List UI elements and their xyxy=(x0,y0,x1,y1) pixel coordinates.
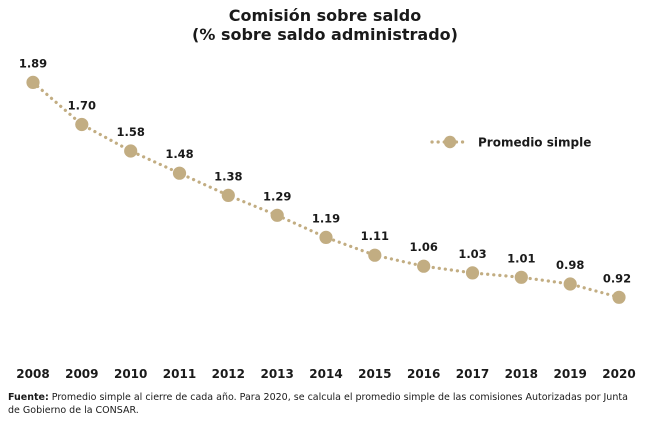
data-point-2008 xyxy=(26,75,40,89)
x-tick-label-2014: 2014 xyxy=(309,367,342,381)
legend-label-promedio-simple: Promedio simple xyxy=(478,136,591,150)
x-tick-label-2018: 2018 xyxy=(505,367,538,381)
x-tick-label-2015: 2015 xyxy=(358,367,391,381)
data-label-2018: 1.01 xyxy=(507,251,535,265)
x-tick-label-2011: 2011 xyxy=(163,367,196,381)
data-label-2019: 0.98 xyxy=(556,258,584,272)
source-note: Fuente: Promedio simple al cierre de cad… xyxy=(8,392,638,417)
x-tick-label-2010: 2010 xyxy=(114,367,147,381)
x-tick-label-2016: 2016 xyxy=(407,367,440,381)
x-tick-label-2012: 2012 xyxy=(212,367,245,381)
chart-title-line: Comisión sobre saldo xyxy=(228,6,422,25)
data-point-2012 xyxy=(221,188,235,202)
data-point-2016 xyxy=(417,259,431,273)
data-point-2014 xyxy=(319,230,333,244)
x-tick-label-2020: 2020 xyxy=(602,367,635,381)
chart-subtitle-line: (% sobre saldo administrado) xyxy=(192,25,458,44)
x-axis-ticks: 2008 2009 2010 2011 2012 2013 2014 2015 2016 2017… xyxy=(16,367,635,381)
data-point-2011 xyxy=(172,166,187,180)
data-label-2016: 1.06 xyxy=(410,240,438,254)
legend-marker-promedio-simple xyxy=(443,135,457,149)
data-point-2018 xyxy=(514,270,528,284)
data-label-2014: 1.19 xyxy=(312,211,340,225)
data-labels-layer: 1.89 1.70 1.58 1.48 1.38 1.29 1.19 1.11 1.06 1.03… xyxy=(19,56,631,285)
series-layer xyxy=(26,75,626,304)
chart-title: Comisión sobre saldo (% sobre saldo admi… xyxy=(0,6,650,44)
data-label-2017: 1.03 xyxy=(458,247,486,261)
data-label-2013: 1.29 xyxy=(263,189,291,203)
data-point-2019 xyxy=(563,277,577,291)
source-label: Fuente: xyxy=(8,392,49,403)
data-label-2020: 0.92 xyxy=(603,271,631,285)
data-point-2013 xyxy=(270,208,284,222)
data-point-2015 xyxy=(368,248,382,262)
data-label-2008: 1.89 xyxy=(19,56,47,70)
data-point-2010 xyxy=(124,144,138,158)
data-label-2012: 1.38 xyxy=(214,169,242,183)
data-point-2017 xyxy=(465,266,480,280)
x-tick-label-2017: 2017 xyxy=(456,367,489,381)
data-label-2009: 1.70 xyxy=(68,99,96,113)
data-label-2010: 1.58 xyxy=(117,125,145,139)
data-label-2011: 1.48 xyxy=(165,147,193,161)
source-text: Promedio simple al cierre de cada año. P… xyxy=(8,392,628,416)
x-tick-label-2008: 2008 xyxy=(16,367,49,381)
legend: Promedio simple xyxy=(430,135,591,150)
x-tick-label-2009: 2009 xyxy=(65,367,98,381)
x-tick-label-2019: 2019 xyxy=(553,367,586,381)
data-label-2015: 1.11 xyxy=(361,229,389,243)
x-tick-label-2013: 2013 xyxy=(260,367,293,381)
data-point-2020 xyxy=(612,290,626,304)
data-point-2009 xyxy=(75,117,89,132)
